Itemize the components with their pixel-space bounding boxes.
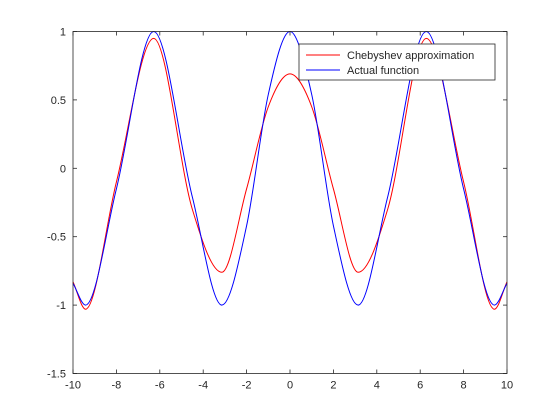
x-tick-label: 0 — [287, 380, 293, 392]
x-tick-label: -8 — [112, 380, 122, 392]
y-tick-label: -0.5 — [47, 232, 66, 244]
x-tick-label: -4 — [198, 380, 208, 392]
legend-box — [298, 43, 496, 81]
y-tick-label: 0.5 — [51, 95, 66, 107]
legend-label-chebyshev: Chebyshev approximation — [347, 50, 474, 62]
x-tick-label: 4 — [374, 380, 380, 392]
y-tick-label: -1.5 — [47, 369, 66, 381]
legend-label-actual: Actual function — [347, 65, 419, 77]
x-tick-label: -10 — [65, 380, 81, 392]
y-tick-label: -1 — [56, 300, 66, 312]
plot-area — [73, 31, 507, 374]
x-tick-label: 10 — [501, 380, 513, 392]
tick-layer: -10 -8 -6 -4 -2 0 2 4 6 8 10 -1.5 -1 -0.5 0 0.5 1 — [47, 27, 513, 392]
x-tick-label: 2 — [330, 380, 336, 392]
x-tick-label: 6 — [417, 380, 423, 392]
y-tick-label: 1 — [60, 27, 66, 39]
y-tick-label: 0 — [60, 163, 66, 175]
x-tick-label: -2 — [242, 380, 252, 392]
x-tick-label: 8 — [461, 380, 467, 392]
x-tick-label: -6 — [155, 380, 165, 392]
legend: Chebyshev approximation Actual function — [298, 43, 496, 81]
